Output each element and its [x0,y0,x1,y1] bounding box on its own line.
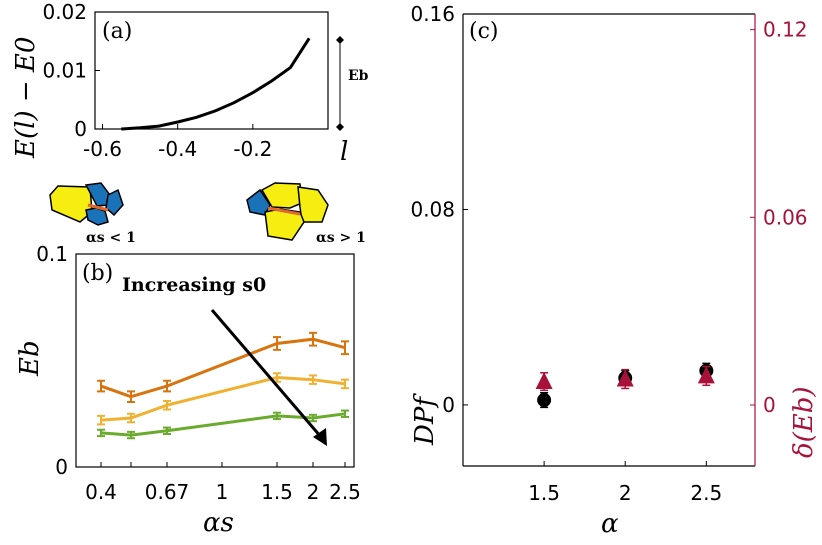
b-series-line [100,337,346,399]
panel-b-frame [75,253,355,468]
a-x-tick-label: -0.4 [158,137,197,161]
c-y2-tick-label: 0.12 [763,18,808,42]
c-point-delta-eb [535,372,553,390]
a-x-tick-label: -0.6 [83,137,122,161]
c-x-tick-label: 1.5 [528,481,560,505]
eb-annotation: Eb [348,68,369,84]
panel-b-x-ticks: 0.4 0.67 1 1.5 2 2.5 [85,462,361,504]
b-x-tick-label: 1.5 [261,480,293,504]
panel-a-x-label: l [340,137,348,167]
a-y-tick-label: 0.01 [42,59,87,83]
panel-b-label: (b) [82,261,113,286]
eb-bracket: Eb [336,36,369,131]
panel-b: (b) Increasing s0 0.4 0.67 1 1.5 2 2.5 00.1 α… [15,242,361,538]
c-point-delta-eb [616,369,634,387]
c-y2-tick-label: 0.06 [763,205,808,229]
a-y-tick-label: 0.02 [42,0,87,24]
panel-a-label: (a) [102,19,132,44]
b-x-tick-label: 2.5 [329,480,361,504]
c-point-delta-eb [697,366,715,384]
panel-c-label: (c) [469,19,499,44]
panel-a-y-ticks: 0 0.01 0.02 [42,0,100,141]
panel-c-x-ticks: 1.5 2 2.5 [528,461,722,505]
b-series-line [100,412,346,437]
b-x-tick-label: 1 [216,480,229,504]
c-y-tick-label: 0.08 [410,197,455,221]
panel-c-y-ticks: 0 0.08 0.16 [410,2,468,417]
c-x-tick-label: 2 [619,481,632,505]
b-x-tick-label: 0.67 [145,480,190,504]
b-y-tick-label: 0 [55,455,68,479]
panel-b-series [97,331,349,440]
inset-label-small: αs < 1 [86,230,136,246]
c-y2-tick-label: 0 [763,393,776,417]
panel-a-x-ticks: -0.6 -0.4 -0.2 [83,124,272,161]
inset-label-large: αs > 1 [316,230,366,246]
c-y-tick-label: 0.16 [410,2,455,26]
b-y-tick-label: 0.1 [36,242,68,266]
a-y-tick-label: 0 [74,117,87,141]
panel-a: (a) -0.6 -0.4 -0.2 0 0.01 0.02 l E(l) − E0 E… [11,0,369,167]
c-x-tick-label: 2.5 [690,481,722,505]
c-point-dpf [537,393,552,408]
b-x-tick-label: 2 [307,480,320,504]
panel-b-x-label: αs [203,508,234,538]
panel-c-series [535,362,715,409]
panel-c-y2-ticks: 0 0.06 0.12 [750,18,808,417]
panel-b-y-ticks: 00.1 [36,242,81,479]
cell-inset-small: αs < 1 [49,182,136,246]
b-series-line [100,375,346,422]
panel-a-y-label: E(l) − E0 [11,37,41,159]
panel-a-curve [121,37,311,131]
panel-c-x-label: α [601,509,619,539]
panel-c: (c) 1.5 2 2.5 0 0.08 0.16 0 0.06 0.12 α DPf δ(… [410,2,819,539]
cell-inset-large: αs > 1 [246,182,366,246]
panel-b-y-label: Eb [15,340,45,377]
panel-c-y-label: DPf [410,393,440,446]
b-x-tick-label: 0.4 [85,480,117,504]
increasing-s0-annotation: Increasing s0 [122,274,266,296]
panel-c-y2-label: δ(Eb) [789,386,819,458]
a-x-tick-label: -0.2 [233,137,272,161]
c-y-tick-label: 0 [442,393,455,417]
increasing-arrow [210,309,327,446]
